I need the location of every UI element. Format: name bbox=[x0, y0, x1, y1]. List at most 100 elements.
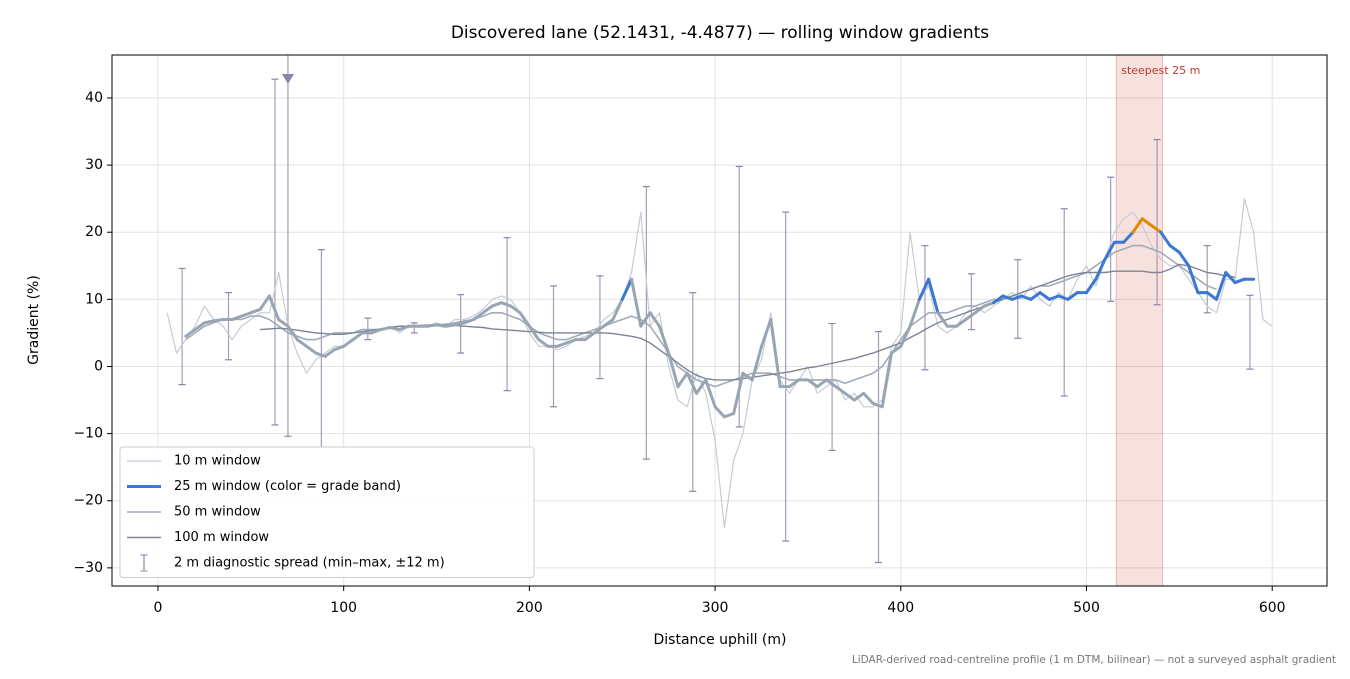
line-segment bbox=[1057, 294, 1070, 301]
line-segment bbox=[332, 344, 346, 352]
line-segment bbox=[899, 324, 912, 348]
legend-label: 25 m window (color = grade band) bbox=[174, 479, 401, 494]
plot-frame bbox=[111, 54, 1328, 587]
line-segment bbox=[917, 277, 931, 301]
line-segment bbox=[750, 344, 764, 382]
line-segment bbox=[787, 378, 801, 389]
line-segment bbox=[1224, 271, 1237, 285]
line-segment bbox=[583, 331, 596, 342]
line-segment bbox=[648, 311, 661, 328]
line-segment bbox=[852, 391, 866, 402]
line-segment bbox=[342, 338, 355, 348]
line-segment bbox=[1233, 277, 1246, 285]
line-segment bbox=[815, 378, 829, 389]
line-segment bbox=[630, 277, 643, 328]
chart-title: Discovered lane (52.1431, -4.4877) — rol… bbox=[451, 23, 989, 43]
line-segment bbox=[1187, 264, 1200, 295]
line-segment bbox=[760, 317, 773, 348]
line-segment bbox=[602, 317, 615, 328]
y-tick-label: 30 bbox=[85, 157, 103, 173]
line-segment bbox=[267, 294, 281, 321]
line-segment bbox=[1122, 230, 1135, 244]
legend-label: 100 m window bbox=[174, 530, 269, 545]
line-segment bbox=[1094, 257, 1107, 281]
legend-label: 2 m diagnostic spread (min–max, ±12 m) bbox=[174, 556, 445, 571]
highlight-band bbox=[1115, 55, 1164, 586]
line-segment bbox=[695, 378, 708, 395]
y-axis-label: Gradient (%) bbox=[26, 275, 42, 365]
line-segment bbox=[230, 314, 244, 321]
y-tick-label: 20 bbox=[85, 224, 103, 240]
line-segment bbox=[973, 304, 986, 315]
line-segment bbox=[314, 351, 327, 358]
line-segment bbox=[639, 311, 652, 328]
line-series bbox=[185, 244, 1217, 388]
line-segment bbox=[527, 324, 541, 342]
line-segment bbox=[871, 401, 884, 409]
line-segment bbox=[620, 277, 634, 301]
line-segment bbox=[611, 297, 624, 321]
line-segment bbox=[435, 323, 448, 328]
line-segment bbox=[1159, 230, 1172, 248]
x-tick-label: 200 bbox=[516, 600, 543, 616]
line-segment bbox=[806, 378, 819, 389]
line-segment bbox=[592, 324, 606, 335]
legend-label: 50 m window bbox=[174, 505, 261, 520]
line-segment bbox=[927, 277, 940, 315]
line-segment bbox=[825, 378, 838, 389]
line-segment bbox=[704, 378, 717, 409]
x-axis-label: Distance uphill (m) bbox=[654, 632, 787, 648]
line-segment bbox=[481, 304, 494, 315]
line-segment bbox=[732, 371, 745, 415]
x-tick-label: 400 bbox=[887, 600, 914, 616]
line-segment bbox=[890, 344, 903, 355]
line-segment bbox=[1131, 217, 1144, 234]
line-segment bbox=[1168, 244, 1181, 254]
line-segment bbox=[1047, 294, 1061, 301]
line-segment bbox=[379, 326, 392, 332]
line-segment bbox=[1010, 294, 1024, 301]
line-segment bbox=[834, 385, 847, 395]
line-segment bbox=[193, 321, 206, 332]
line-segment bbox=[657, 324, 671, 355]
line-segment bbox=[388, 326, 401, 332]
line-segment bbox=[351, 331, 364, 342]
y-tick-label: 40 bbox=[85, 90, 103, 106]
line-segment bbox=[1177, 250, 1191, 268]
line-segment bbox=[212, 317, 225, 323]
line-segment bbox=[397, 324, 411, 332]
line-segment bbox=[472, 311, 485, 321]
line-segment bbox=[1140, 217, 1154, 228]
clip-marker bbox=[281, 74, 294, 84]
line-segment bbox=[425, 323, 439, 328]
x-tick-label: 0 bbox=[154, 600, 163, 616]
line-segment bbox=[1038, 291, 1051, 301]
line-segment bbox=[769, 317, 782, 389]
legend-box bbox=[119, 446, 535, 578]
y-tick-label: 0 bbox=[94, 358, 103, 374]
overlay: 0 100 200 300 400 500 600 −30 −20 −10 0 10 20 30 40 ste… bbox=[73, 54, 1328, 616]
line-segment bbox=[323, 348, 336, 358]
y-tick-label: −20 bbox=[73, 493, 103, 509]
line-segment bbox=[667, 351, 680, 389]
line-segment bbox=[880, 351, 894, 409]
line-segment bbox=[964, 311, 977, 321]
line-segment bbox=[908, 297, 921, 328]
line-segment bbox=[1066, 291, 1079, 301]
line-segment bbox=[490, 301, 504, 308]
x-tick-label: 600 bbox=[1259, 600, 1286, 616]
line-segment bbox=[370, 328, 383, 335]
line-segment bbox=[982, 301, 996, 308]
line-segment bbox=[277, 317, 290, 328]
line-segment bbox=[713, 405, 726, 419]
line-segment bbox=[249, 307, 262, 315]
line-segment bbox=[500, 301, 513, 308]
x-tick-label: 500 bbox=[1073, 600, 1100, 616]
line-segment bbox=[722, 411, 736, 419]
line-segment bbox=[453, 321, 466, 327]
line-segment bbox=[1020, 294, 1033, 301]
line-segment bbox=[862, 391, 875, 405]
line-segment bbox=[1001, 294, 1014, 301]
line-segment bbox=[1205, 291, 1219, 301]
